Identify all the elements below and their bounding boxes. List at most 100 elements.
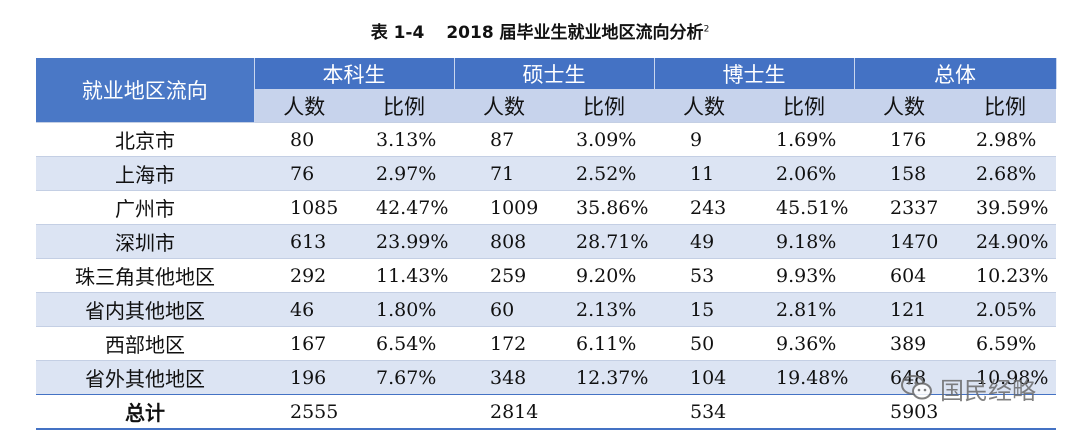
ratio-cell xyxy=(354,394,454,429)
ratio-cell: 45.51% xyxy=(754,190,854,225)
count-cell: 292 xyxy=(254,258,354,293)
count-cell: 15 xyxy=(654,292,754,327)
sub-header: 比例 xyxy=(754,89,854,123)
ratio-cell: 9.18% xyxy=(754,224,854,259)
count-cell: 389 xyxy=(854,326,954,361)
count-cell: 243 xyxy=(654,190,754,225)
count-cell: 2814 xyxy=(454,394,554,429)
ratio-cell: 1.69% xyxy=(754,122,854,157)
sub-header: 人数 xyxy=(454,89,554,123)
region-cell: 省外其他地区 xyxy=(36,360,254,395)
region-cell: 上海市 xyxy=(36,156,254,191)
ratio-cell: 6.59% xyxy=(954,326,1056,361)
ratio-cell: 2.81% xyxy=(754,292,854,327)
table-row: 广州市 1085 42.47% 1009 35.86% 243 45.51% 2337 39.5… xyxy=(36,190,1056,225)
count-cell: 1085 xyxy=(254,190,354,225)
ratio-cell: 9.20% xyxy=(554,258,654,293)
sub-header: 比例 xyxy=(354,89,454,123)
table-row: 北京市 80 3.13% 87 3.09% 9 1.69% 176 2.98% xyxy=(36,122,1056,157)
ratio-cell: 6.54% xyxy=(354,326,454,361)
ratio-cell: 39.59% xyxy=(954,190,1056,225)
count-cell: 808 xyxy=(454,224,554,259)
wechat-logo-icon xyxy=(900,373,934,403)
footnote-marker: 2 xyxy=(703,24,710,35)
count-cell: 9 xyxy=(654,122,754,157)
count-cell: 158 xyxy=(854,156,954,191)
sub-header: 人数 xyxy=(654,89,754,123)
count-cell: 60 xyxy=(454,292,554,327)
ratio-cell: 23.99% xyxy=(354,224,454,259)
table-title: 2018 届毕业生就业地区流向分析 xyxy=(446,23,704,43)
ratio-cell: 2.52% xyxy=(554,156,654,191)
count-cell: 259 xyxy=(454,258,554,293)
region-cell: 北京市 xyxy=(36,122,254,157)
ratio-cell: 12.37% xyxy=(554,360,654,395)
count-cell: 613 xyxy=(254,224,354,259)
ratio-cell: 2.98% xyxy=(954,122,1056,157)
count-cell: 1009 xyxy=(454,190,554,225)
ratio-cell: 7.67% xyxy=(354,360,454,395)
count-cell: 172 xyxy=(454,326,554,361)
count-cell: 2555 xyxy=(254,394,354,429)
sub-header: 人数 xyxy=(254,89,354,123)
count-cell: 534 xyxy=(654,394,754,429)
region-cell: 总计 xyxy=(36,394,254,429)
table-row: 西部地区 167 6.54% 172 6.11% 50 9.36% 389 6.59% xyxy=(36,326,1056,361)
ratio-cell: 1.80% xyxy=(354,292,454,327)
ratio-cell: 42.47% xyxy=(354,190,454,225)
group-header: 总体 xyxy=(854,58,1057,89)
table-number: 表 1-4 xyxy=(370,23,425,43)
ratio-cell: 6.11% xyxy=(554,326,654,361)
count-cell: 71 xyxy=(454,156,554,191)
ratio-cell: 35.86% xyxy=(554,190,654,225)
count-cell: 80 xyxy=(254,122,354,157)
count-cell: 196 xyxy=(254,360,354,395)
ratio-cell: 28.71% xyxy=(554,224,654,259)
count-cell: 49 xyxy=(654,224,754,259)
count-cell: 104 xyxy=(654,360,754,395)
count-cell: 76 xyxy=(254,156,354,191)
watermark: 国民经略 xyxy=(900,370,1036,406)
group-header-row: 就业地区流向 本科生 硕士生 博士生 总体 xyxy=(36,58,1057,123)
table-body: 北京市 80 3.13% 87 3.09% 9 1.69% 176 2.98% 上海市 76 2.97… xyxy=(36,122,1056,429)
ratio-cell: 2.97% xyxy=(354,156,454,191)
ratio-cell: 11.43% xyxy=(354,258,454,293)
count-cell: 87 xyxy=(454,122,554,157)
region-cell: 深圳市 xyxy=(36,224,254,259)
ratio-cell: 10.23% xyxy=(954,258,1056,293)
sub-header: 比例 xyxy=(954,89,1056,123)
cropped-previous-line xyxy=(80,0,380,2)
group-header: 博士生 xyxy=(654,58,855,89)
count-cell: 167 xyxy=(254,326,354,361)
table-row: 省内其他地区 46 1.80% 60 2.13% 15 2.81% 121 2.05% xyxy=(36,292,1056,327)
total-row: 总计 2555 2814 534 5903 xyxy=(36,394,1056,429)
region-cell: 省内其他地区 xyxy=(36,292,254,327)
table-row: 省外其他地区 196 7.67% 348 12.37% 104 19.48% 648 10.98… xyxy=(36,360,1056,395)
count-cell: 121 xyxy=(854,292,954,327)
corner-header: 就业地区流向 xyxy=(36,58,255,123)
count-cell: 5903 xyxy=(854,394,954,429)
ratio-cell: 3.09% xyxy=(554,122,654,157)
table-caption: 表 1-4 2018 届毕业生就业地区流向分析2 xyxy=(0,18,1080,43)
ratio-cell: 2.05% xyxy=(954,292,1056,327)
region-cell: 广州市 xyxy=(36,190,254,225)
ratio-cell: 2.13% xyxy=(554,292,654,327)
ratio-cell xyxy=(754,394,854,429)
count-cell: 53 xyxy=(654,258,754,293)
region-cell: 西部地区 xyxy=(36,326,254,361)
count-cell: 46 xyxy=(254,292,354,327)
ratio-cell: 10.98% xyxy=(954,360,1056,395)
group-header: 硕士生 xyxy=(454,58,655,89)
group-header: 本科生 xyxy=(254,58,455,89)
count-cell: 176 xyxy=(854,122,954,157)
count-cell: 604 xyxy=(854,258,954,293)
ratio-cell: 24.90% xyxy=(954,224,1056,259)
ratio-cell: 9.36% xyxy=(754,326,854,361)
table-row: 上海市 76 2.97% 71 2.52% 11 2.06% 158 2.68% xyxy=(36,156,1056,191)
count-cell: 50 xyxy=(654,326,754,361)
ratio-cell xyxy=(554,394,654,429)
sub-header: 比例 xyxy=(554,89,654,123)
table-row: 深圳市 613 23.99% 808 28.71% 49 9.18% 1470 24.90% xyxy=(36,224,1056,259)
count-cell: 1470 xyxy=(854,224,954,259)
sub-header-row: 人数 比例 人数 比例 人数 比例 人数 比例 xyxy=(36,89,1056,123)
